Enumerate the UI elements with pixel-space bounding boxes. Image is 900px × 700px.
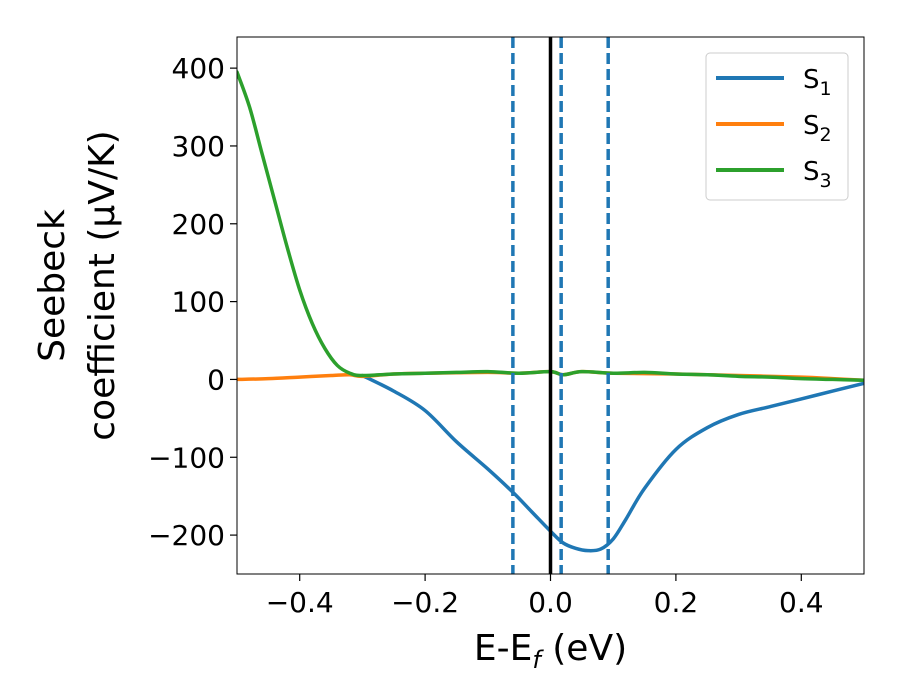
legend: S1 S2 S3 bbox=[705, 52, 849, 201]
x-tick-label: −0.4 bbox=[266, 586, 334, 619]
series-line-s1 bbox=[360, 373, 864, 553]
legend-box bbox=[705, 52, 849, 201]
y-tick-label: 0 bbox=[207, 363, 225, 396]
y-axis-label-line2: coefficient (μV/K) bbox=[82, 130, 123, 440]
y-axis-ticks: −200 −100 0 100 200 300 400 bbox=[148, 52, 237, 552]
vertical-lines bbox=[511, 37, 610, 574]
y-tick-label: 200 bbox=[172, 208, 225, 241]
legend-label-s1: S1 bbox=[803, 65, 832, 100]
y-tick-label: −200 bbox=[148, 519, 225, 552]
y-tick-label: −100 bbox=[148, 441, 225, 474]
y-tick-label: 400 bbox=[172, 52, 225, 85]
x-tick-label: 0.4 bbox=[779, 586, 824, 619]
y-tick-label: 300 bbox=[172, 130, 225, 163]
x-tick-label: 0.0 bbox=[528, 586, 573, 619]
legend-label-s2: S2 bbox=[803, 111, 832, 146]
x-axis-label: E-Ef (eV) bbox=[474, 628, 627, 674]
series-line-s3 bbox=[237, 70, 864, 382]
plot-area bbox=[236, 36, 865, 575]
x-axis-ticks: −0.4 −0.2 0.0 0.2 0.4 bbox=[266, 574, 824, 619]
y-tick-label: 100 bbox=[172, 286, 225, 319]
y-axis-label-line1: Seebeck bbox=[32, 209, 73, 362]
x-tick-label: −0.2 bbox=[391, 586, 459, 619]
series-group bbox=[237, 70, 864, 553]
x-tick-label: 0.2 bbox=[654, 586, 699, 619]
legend-label-s3: S3 bbox=[803, 157, 832, 192]
y-axis-label: Seebeck coefficient (μV/K) bbox=[32, 130, 123, 440]
